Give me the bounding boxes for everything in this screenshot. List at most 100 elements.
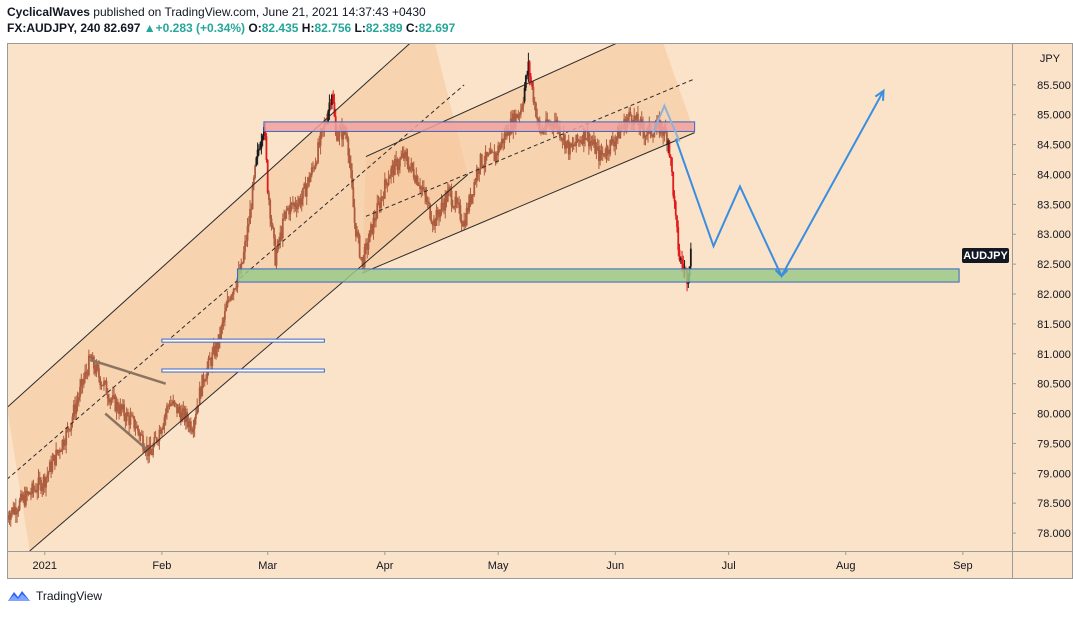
candle-body [501, 138, 503, 145]
candle-body [585, 138, 588, 140]
channel-1-mid-line[interactable] [7, 84, 465, 480]
candle-body [485, 151, 488, 157]
time-tick-label: Feb [152, 560, 171, 572]
candle-body [671, 157, 673, 172]
candle-body [153, 437, 156, 447]
candle-body [435, 210, 438, 226]
candle-body [281, 219, 284, 239]
candle-body [669, 156, 672, 158]
candle-body [331, 94, 333, 106]
triangle-trendline[interactable] [104, 412, 148, 451]
candle-body [524, 75, 527, 88]
candle-body [26, 490, 29, 495]
candle-body [158, 429, 161, 442]
symbol-name[interactable]: FX:AUDJPY, 240 [7, 21, 101, 35]
candle-body [138, 431, 141, 437]
channel-1-lower-line[interactable] [29, 174, 469, 551]
candle-body [299, 198, 302, 205]
channel-1-upper-line[interactable] [7, 25, 430, 408]
support-zone[interactable] [236, 268, 960, 283]
channel-2-lower-line[interactable] [361, 132, 695, 274]
candle-body [460, 220, 463, 224]
candle-body [236, 277, 239, 288]
candle-body [454, 196, 457, 208]
candle-body [352, 187, 355, 208]
projection-path[interactable] [674, 90, 885, 279]
candle-body [468, 195, 471, 212]
candle-body [470, 194, 473, 204]
candle-body [201, 374, 204, 397]
price-tick-label: 78.000 [1037, 528, 1071, 540]
candle-body [14, 506, 17, 515]
candle-body [89, 355, 92, 357]
horizontal-level-line[interactable] [161, 368, 325, 373]
price-axis[interactable]: 78.000 78.500 79.000 79.500 80.000 80.500 81.0… [1012, 80, 1071, 540]
candle-body [399, 158, 401, 167]
candle-body [200, 387, 202, 397]
candle-body [666, 132, 668, 145]
candle-body [672, 171, 675, 196]
candle-body [652, 135, 654, 137]
candle-body [147, 445, 149, 456]
candle-body [487, 153, 489, 157]
candle-body [616, 127, 619, 137]
axis-unit-label: JPY [1040, 53, 1061, 65]
candle-body [354, 222, 357, 237]
candle-body [241, 262, 244, 264]
drawings[interactable] [7, 25, 960, 551]
footer-branding[interactable]: TradingView [7, 589, 102, 603]
candle-body [569, 143, 571, 155]
ghost-projection-path[interactable] [652, 103, 681, 143]
candle-body [189, 421, 192, 432]
candle-body [226, 299, 229, 307]
candle-body [365, 243, 367, 247]
candle-body [45, 477, 47, 488]
candle-body [574, 145, 576, 147]
candle-body [38, 477, 41, 480]
candle-body [673, 195, 676, 202]
candle-body [143, 448, 146, 452]
candle-body [462, 223, 464, 227]
channel-2-mid-line[interactable] [365, 78, 695, 217]
candle-body [405, 151, 408, 157]
candle-body [82, 378, 85, 385]
price-tick-label: 82.500 [1037, 259, 1071, 271]
time-axis[interactable]: 2021 Feb Mar Apr May Jun Jul Aug Sep [33, 551, 973, 572]
time-tick-label: Mar [258, 560, 277, 572]
candle-body [252, 177, 255, 185]
candle-body [242, 251, 245, 263]
time-tick-label: Aug [836, 560, 856, 572]
candle-body [92, 356, 95, 369]
channel-2-upper-line[interactable] [365, 25, 657, 158]
candle-body [506, 128, 508, 137]
candle-body [645, 134, 648, 137]
candle-body [104, 380, 107, 382]
candle-body [390, 168, 393, 177]
candle-body [123, 404, 126, 417]
triangle-trendline[interactable] [89, 358, 167, 385]
candle-body [407, 164, 410, 171]
candle-body [558, 126, 561, 138]
candle-body [53, 455, 56, 466]
candle-body [424, 188, 427, 196]
candle-body [498, 145, 501, 150]
candle-body [676, 215, 678, 228]
horizontal-level-line[interactable] [161, 338, 325, 343]
candle-body [198, 387, 201, 406]
resistance-zone[interactable] [263, 121, 696, 132]
up-arrow-icon: ▲ [143, 21, 156, 35]
open-value: 82.435 [261, 21, 299, 35]
candle-body [127, 412, 129, 416]
candle-body [566, 140, 569, 142]
candle-body [370, 224, 372, 231]
price-change: +0.283 (+0.34%) [155, 21, 246, 35]
candle-body [30, 493, 32, 495]
candle-body [234, 288, 236, 290]
low-label: L: [354, 21, 366, 35]
candle-body [562, 134, 565, 141]
candle-body [162, 425, 165, 430]
author-name[interactable]: CyclicalWaves [7, 5, 90, 19]
candle-body [222, 319, 225, 323]
